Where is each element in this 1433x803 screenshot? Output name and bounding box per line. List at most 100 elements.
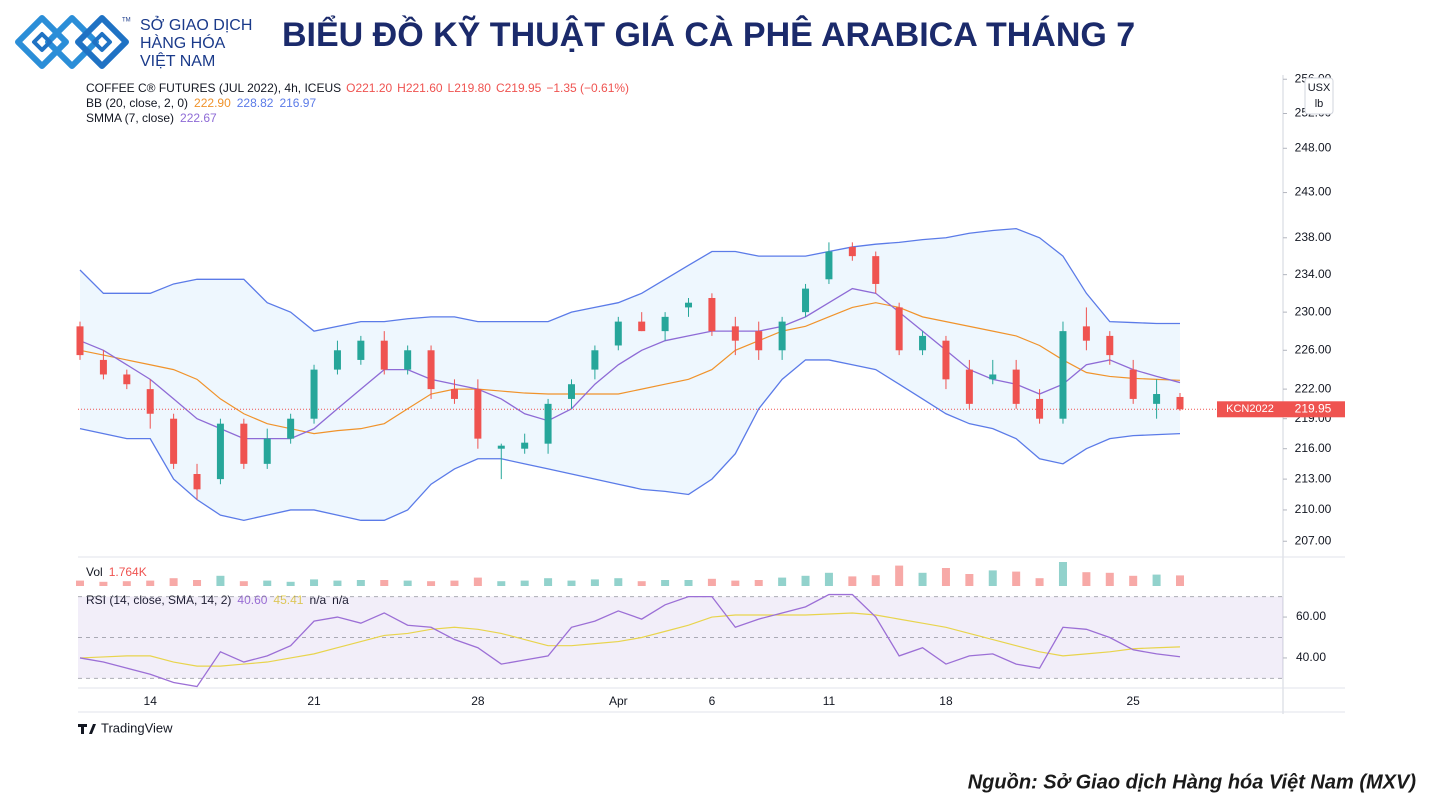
candle-body — [685, 302, 693, 308]
legend-row: BB (20, close, 2, 0) 222.90 228.82 216.97 — [86, 96, 316, 110]
volume-bar — [661, 580, 670, 586]
rsi-value: 40.60 — [237, 593, 267, 607]
candle-body — [544, 403, 552, 444]
volume-bar — [239, 581, 248, 586]
volume-bar — [1105, 572, 1114, 586]
volume-bar — [1035, 578, 1044, 586]
volume-bar — [684, 580, 693, 586]
unit-label: USX — [1308, 82, 1331, 94]
rsi-sma — [79, 612, 1181, 667]
volume-bar — [427, 581, 436, 586]
y-tick-label: 248.00 — [1295, 140, 1332, 154]
candle-body — [1176, 396, 1184, 410]
volume-bar — [356, 580, 365, 586]
ohlc: H221.60 — [397, 81, 443, 95]
y-tick-label: 222.00 — [1295, 381, 1332, 395]
volume-bar — [520, 580, 529, 586]
volume-bar — [193, 580, 202, 586]
volume-bar — [637, 581, 646, 586]
candle-body — [216, 423, 224, 480]
volume-bar — [263, 580, 272, 586]
volume-bar — [450, 580, 459, 586]
y-tick-label: 226.00 — [1295, 342, 1332, 356]
change: −1.35 (−0.61%) — [546, 81, 629, 95]
volume-bar — [310, 579, 319, 586]
candle-body — [170, 418, 178, 464]
candle-body — [638, 321, 646, 332]
candle-body — [76, 326, 84, 356]
volume-bar — [76, 580, 84, 586]
logo — [15, 15, 129, 69]
bb-basis — [79, 302, 1181, 435]
page-title: BIỂU ĐỒ KỸ THUẬT GIÁ CÀ PHÊ ARABICA THÁN… — [282, 16, 1135, 54]
volume-bar — [146, 580, 155, 586]
candle-body — [989, 374, 997, 380]
ohlc: O221.20 — [346, 81, 392, 95]
candle-body — [357, 340, 365, 360]
candle-body — [614, 321, 622, 346]
volume-bar — [333, 580, 342, 586]
rsi-line — [79, 593, 1181, 688]
volume-bar — [1058, 562, 1067, 586]
candle-body — [755, 331, 763, 351]
volume-bar — [590, 579, 599, 586]
volume-bar — [169, 578, 178, 586]
candle-body — [895, 307, 903, 351]
volume-bar — [403, 580, 412, 586]
volume-bar — [99, 581, 108, 586]
legend-row: COFFEE C® FUTURES (JUL 2022), 4h, ICEUS O… — [86, 81, 629, 95]
source: Nguồn: Sở Giao dịch Hàng hóa Việt Nam (M… — [968, 771, 1417, 793]
vol-value: 1.764K — [109, 565, 147, 579]
band-fill — [80, 228, 1180, 521]
bb-value: 222.90 — [194, 96, 231, 110]
logo-shape — [15, 15, 69, 69]
volume-bar — [778, 577, 787, 586]
volume-bar — [497, 581, 506, 586]
tradingview-logo — [78, 724, 96, 734]
candle-body — [848, 246, 856, 257]
candle-body — [450, 389, 458, 399]
volume-bar — [122, 581, 131, 586]
symbol: COFFEE C® FUTURES (JUL 2022), 4h, ICEUS — [86, 81, 341, 95]
candle-body — [427, 350, 435, 390]
candle-body — [919, 335, 927, 351]
logo-shape — [75, 15, 129, 69]
candle-body — [240, 423, 248, 464]
unit-box — [1304, 77, 1334, 115]
volume-bar — [965, 574, 974, 586]
brand: TradingView — [101, 720, 173, 735]
y-tick-label: 230.00 — [1295, 304, 1332, 318]
y-tick-label: 243.00 — [1295, 185, 1332, 199]
candle-body — [1036, 398, 1044, 419]
y-tick-label: 234.00 — [1295, 267, 1332, 281]
tv-icon — [78, 724, 96, 734]
candle-body — [474, 389, 482, 439]
logo-text: HÀNG HÓA — [140, 33, 226, 52]
logo-shape — [45, 15, 99, 69]
candle-body — [1059, 331, 1067, 419]
volume-bar — [754, 580, 763, 586]
candle-body — [123, 374, 131, 385]
y-tick-label: 207.00 — [1295, 533, 1332, 547]
candle-body — [310, 369, 318, 419]
smma — [79, 287, 1181, 440]
y-tick-label: 213.00 — [1295, 471, 1332, 485]
candle-body — [802, 288, 810, 313]
x-tick-label: 11 — [823, 694, 836, 708]
x-tick-label: 18 — [939, 694, 953, 708]
volume-bar — [1176, 575, 1184, 586]
volume-bar — [824, 572, 833, 586]
candle-body — [287, 418, 295, 439]
candle-body — [567, 384, 575, 399]
y-tick-label: 210.00 — [1295, 502, 1332, 516]
volume-bar — [801, 575, 810, 586]
volume-bar — [380, 580, 389, 586]
y-tick-label: 216.00 — [1295, 441, 1332, 455]
vol-label: Vol — [86, 565, 103, 579]
volume-bar — [614, 578, 623, 586]
candle-body — [263, 438, 271, 464]
volume-bar — [731, 580, 740, 586]
legend-row: SMMA (7, close) 222.67 — [86, 111, 217, 125]
volume-bar — [1012, 571, 1021, 586]
